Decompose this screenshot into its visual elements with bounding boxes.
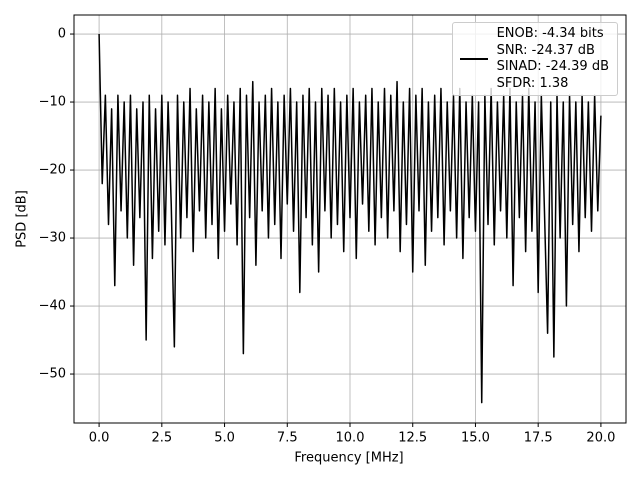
legend: ENOB: -4.34 bits SNR: -24.37 dB SINAD: -…	[451, 22, 618, 96]
x-tick-label: 17.5	[524, 431, 553, 446]
legend-handle	[459, 58, 488, 60]
x-tick-label: 10.0	[336, 431, 365, 446]
x-axis-label: Frequency [MHz]	[294, 451, 403, 466]
y-tick-label: −30	[39, 231, 66, 246]
y-tick-label: −20	[39, 163, 66, 178]
x-tick-label: 15.0	[461, 431, 490, 446]
x-tick-label: 12.5	[398, 431, 427, 446]
x-tick-label: 20.0	[586, 431, 615, 446]
x-tick-label: 5.0	[214, 431, 235, 446]
y-tick-label: −10	[39, 95, 66, 110]
x-tick-label: 7.5	[277, 431, 298, 446]
y-tick-label: −40	[39, 299, 66, 314]
data-line	[98, 34, 602, 404]
y-tick-label: −50	[39, 367, 66, 382]
legend-label: ENOB: -4.34 bits SNR: -24.37 dB SINAD: -…	[496, 26, 609, 91]
y-tick-label: 0	[58, 27, 66, 42]
plot-frame	[73, 14, 627, 424]
y-axis-label: PSD [dB]	[15, 190, 30, 248]
x-tick-label: 2.5	[151, 431, 172, 446]
x-tick-label: 0.0	[89, 431, 110, 446]
